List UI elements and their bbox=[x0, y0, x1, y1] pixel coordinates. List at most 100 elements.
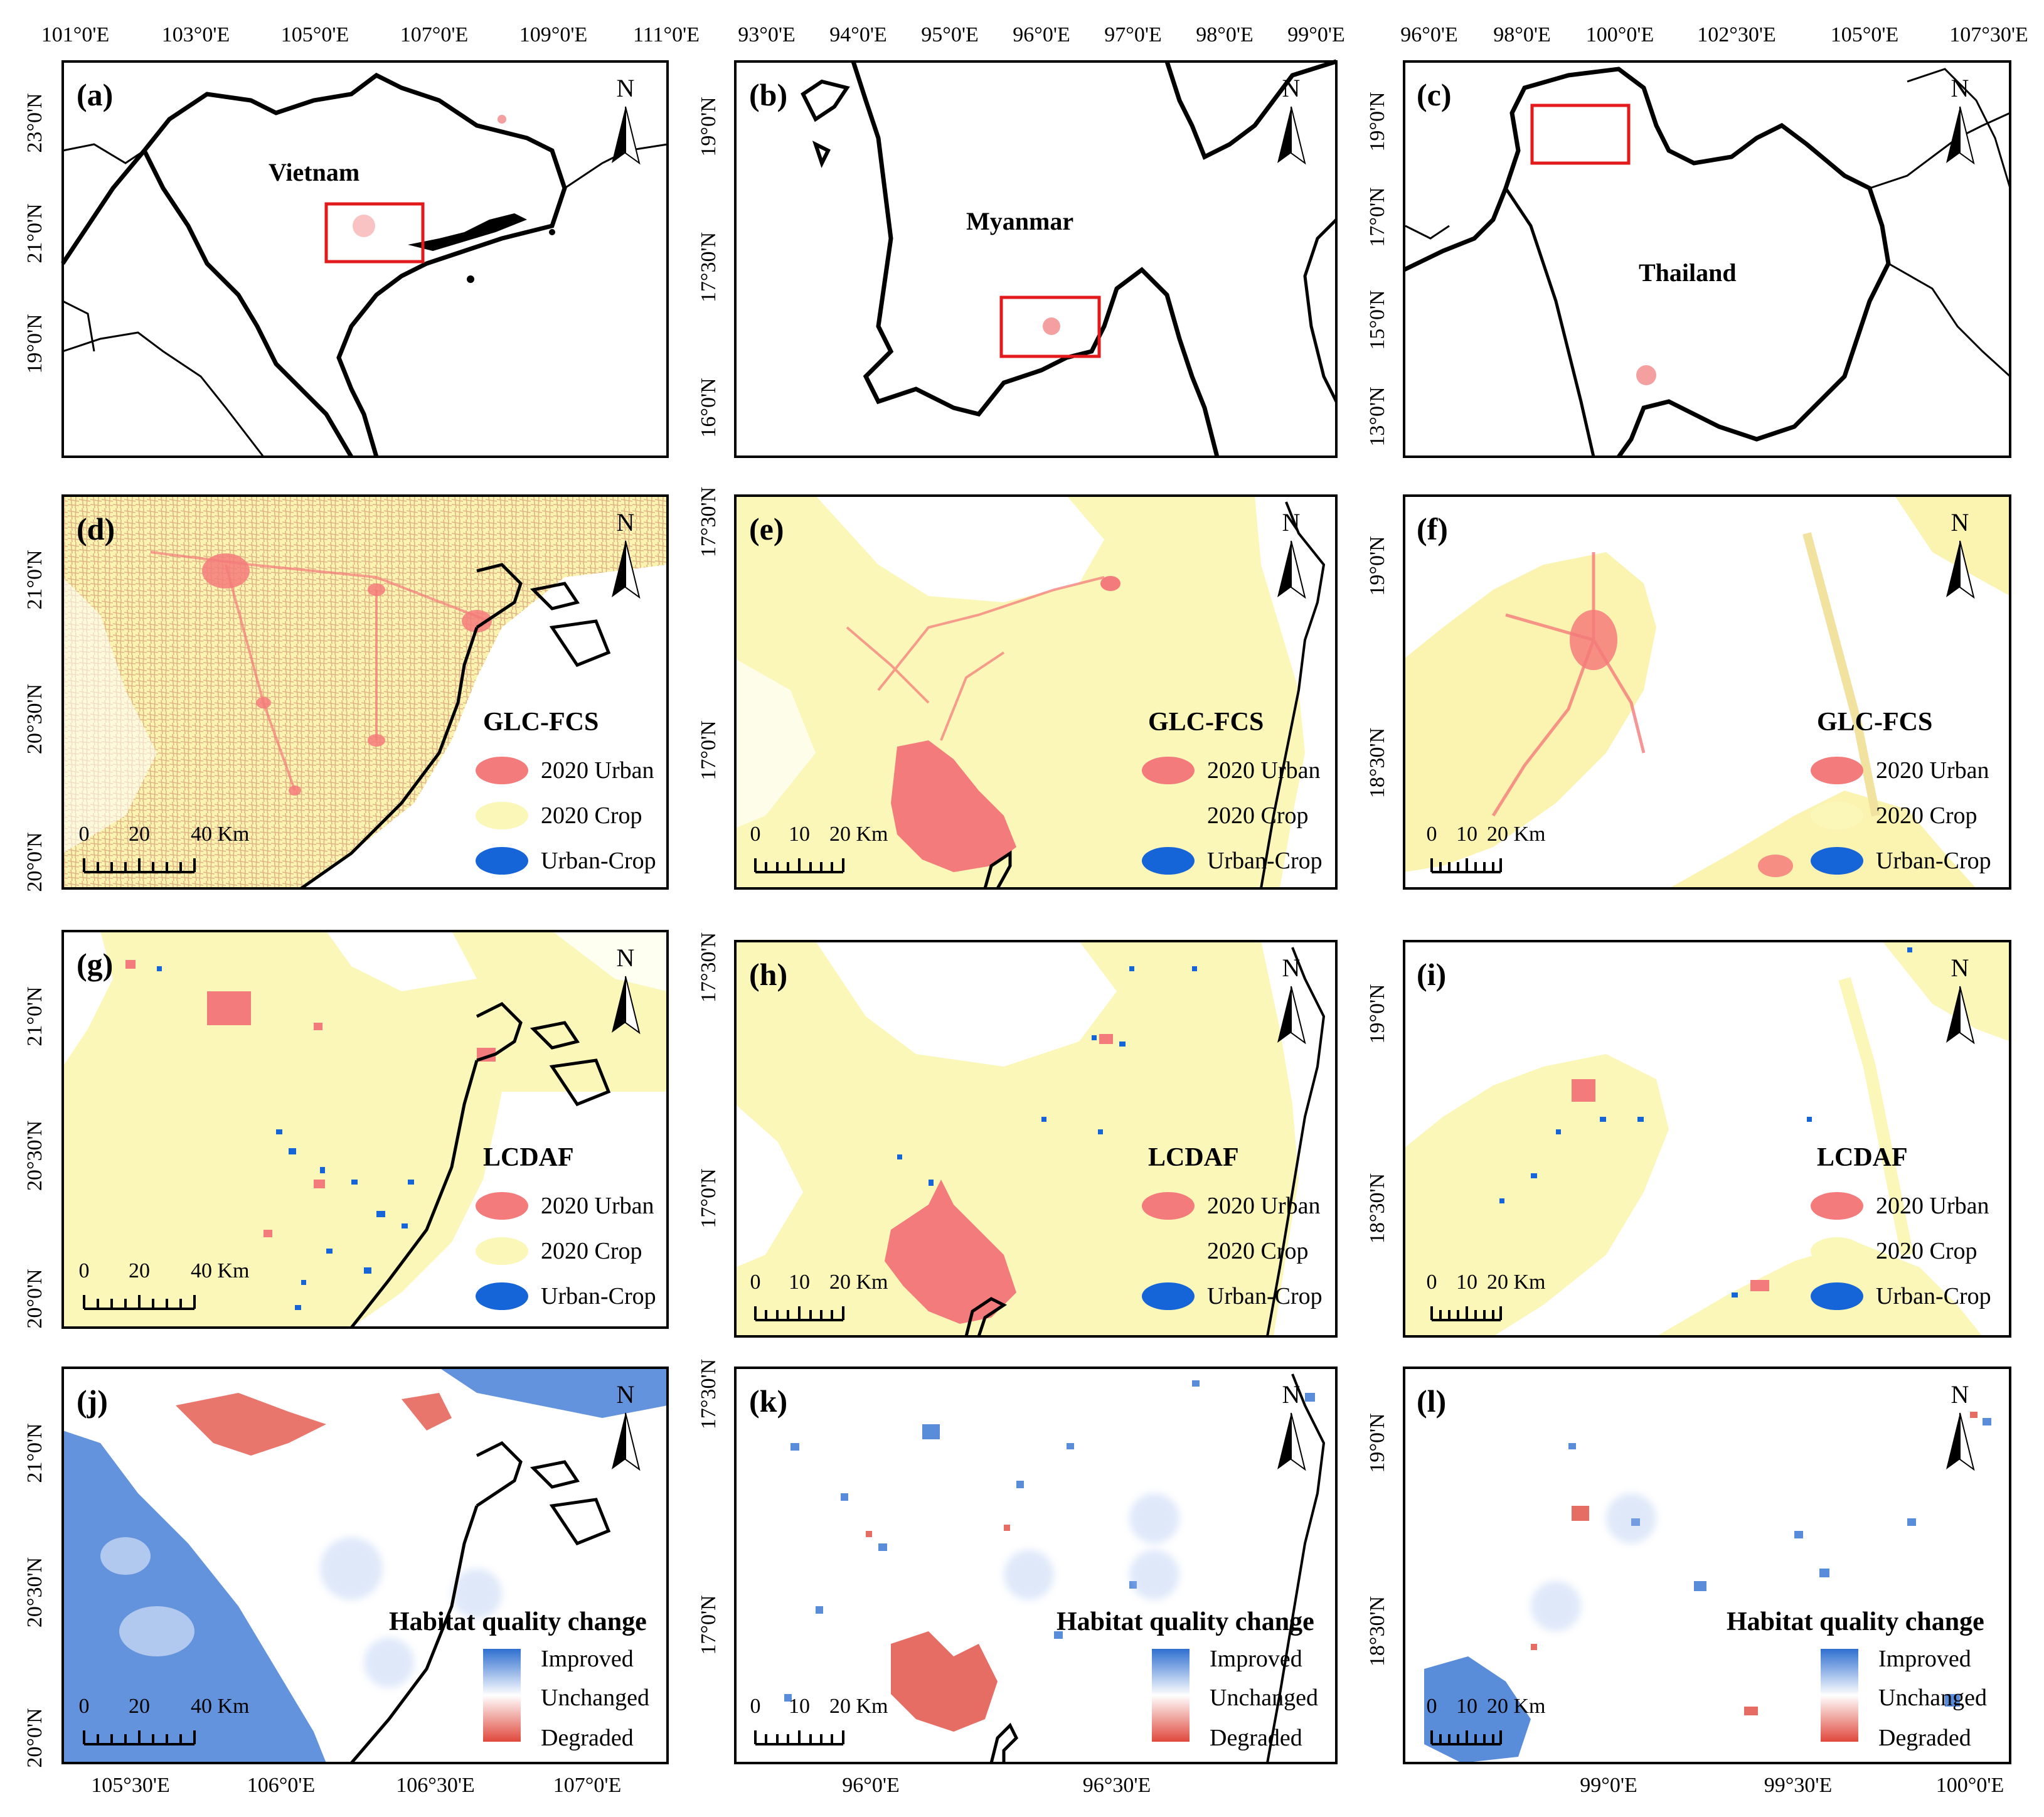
legend-item: Urban-Crop bbox=[1207, 1283, 1323, 1309]
legend-item: 2020 Crop bbox=[1207, 802, 1309, 829]
urban-area bbox=[885, 1180, 1016, 1324]
tick-label: 99°0'E bbox=[1580, 1774, 1637, 1797]
legend-item: Urban-Crop bbox=[1207, 848, 1323, 874]
tick-label: 19°0'N bbox=[1366, 984, 1389, 1043]
tick-label: 18°30'N bbox=[1366, 728, 1389, 798]
legend-item: 2020 Crop bbox=[541, 1238, 642, 1264]
svg-text:N: N bbox=[617, 1380, 635, 1409]
svg-text:N: N bbox=[617, 74, 635, 102]
left-axis-row4-col1: 21°0'N 20°30'N 20°0'N bbox=[23, 1423, 46, 1767]
left-axis-row3-col2: 17°30'N 17°0'N bbox=[697, 932, 720, 1228]
panel-id: (f) bbox=[1417, 511, 1448, 546]
urban-area bbox=[891, 740, 1016, 872]
coastline bbox=[408, 213, 527, 251]
north-arrow: N bbox=[1946, 74, 1975, 165]
tick-label: 107°30'E bbox=[1949, 23, 2028, 46]
panel-id: (g) bbox=[77, 947, 113, 982]
scale-bar: 0 10 20 Km bbox=[750, 1695, 888, 1745]
tick-label: 18°30'N bbox=[1366, 1173, 1389, 1244]
legend-swatch-crop bbox=[476, 802, 528, 829]
panel-id: (b) bbox=[749, 77, 787, 112]
tick-label: 19°0'N bbox=[697, 97, 720, 156]
north-arrow: N bbox=[612, 944, 641, 1035]
tick-label: 17°30'N bbox=[697, 232, 720, 302]
tick-label: 17°30'N bbox=[697, 932, 720, 1003]
left-axis-row2-col3: 19°0'N 18°30'N bbox=[1366, 536, 1389, 798]
svg-text:N: N bbox=[617, 508, 635, 536]
legend-title: LCDAF bbox=[483, 1143, 574, 1172]
improved-area bbox=[1424, 1418, 1991, 1763]
scale-bar: 0 10 20 Km bbox=[1427, 1271, 1546, 1321]
tick-label: 96°0'E bbox=[1013, 23, 1070, 46]
tick-label: 19°0'N bbox=[1366, 1413, 1389, 1473]
left-axis-row3-col1: 21°0'N 20°30'N 20°0'N bbox=[23, 986, 46, 1328]
legend-item: Degraded bbox=[1878, 1725, 1971, 1751]
tick-label: 109°0'E bbox=[519, 23, 588, 46]
svg-text:0: 0 bbox=[750, 1271, 761, 1294]
legend-item: 2020 Crop bbox=[1876, 802, 1977, 829]
urban-crop-change bbox=[157, 966, 414, 1310]
coastline bbox=[1260, 501, 1326, 889]
svg-text:20 Km: 20 Km bbox=[829, 1271, 888, 1294]
tick-label: 106°0'E bbox=[247, 1774, 316, 1797]
panel-id: (e) bbox=[749, 511, 784, 546]
tick-label: 105°0'E bbox=[1831, 23, 1899, 46]
legend-title: LCDAF bbox=[1817, 1143, 1908, 1172]
legend-swatch-urban bbox=[1142, 1192, 1195, 1220]
coastline bbox=[983, 850, 1012, 890]
panel-id: (j) bbox=[77, 1383, 108, 1419]
svg-text:20 Km: 20 Km bbox=[1487, 1271, 1546, 1294]
national-border bbox=[1403, 67, 1891, 459]
tick-label: 20°30'N bbox=[23, 1121, 46, 1191]
svg-text:10: 10 bbox=[1456, 1695, 1477, 1718]
legend-swatch-crop bbox=[1811, 802, 1863, 829]
north-arrow: N bbox=[1946, 508, 1975, 599]
degraded-area bbox=[866, 1525, 1010, 1732]
legend-swatch-urban-crop bbox=[476, 1282, 528, 1310]
panel-j: (j) bbox=[61, 1367, 669, 1764]
tick-label: 21°0'N bbox=[23, 986, 46, 1046]
tick-label: 17°0'N bbox=[697, 1595, 720, 1654]
improved-area bbox=[63, 1368, 668, 1763]
urban-crop-change bbox=[897, 966, 1197, 1186]
tick-label: 21°0'N bbox=[23, 1423, 46, 1483]
tick-label: 105°0'E bbox=[281, 23, 349, 46]
svg-text:20 Km: 20 Km bbox=[829, 1695, 888, 1718]
svg-text:N: N bbox=[1951, 74, 1969, 102]
legend-title: LCDAF bbox=[1148, 1143, 1239, 1172]
scale-bar: 0 20 40 Km bbox=[79, 1695, 250, 1745]
tick-label: 20°0'N bbox=[23, 832, 46, 892]
svg-text:10: 10 bbox=[1456, 1271, 1477, 1294]
national-border bbox=[1504, 187, 1595, 457]
legend-swatch-urban-crop bbox=[476, 847, 528, 875]
tick-label: 96°0'E bbox=[1400, 23, 1458, 46]
tick-label: 99°30'E bbox=[1764, 1774, 1833, 1797]
legend-j: Habitat quality change Improved Unchange… bbox=[389, 1607, 649, 1751]
north-arrow: N bbox=[612, 1380, 641, 1471]
national-border bbox=[142, 149, 354, 458]
tick-label: 23°0'N bbox=[23, 93, 46, 152]
legend-item: 2020 Urban bbox=[541, 1193, 654, 1219]
legend-item: Unchanged bbox=[1878, 1685, 1987, 1711]
svg-text:20: 20 bbox=[129, 823, 150, 846]
svg-text:0: 0 bbox=[1427, 1695, 1437, 1718]
panel-f: (f) bbox=[1403, 494, 2011, 890]
legend-item: Urban-Crop bbox=[1876, 1283, 1991, 1309]
left-axis-row1-col1: 23°0'N 21°0'N 19°0'N bbox=[23, 93, 46, 373]
tick-label: 19°0'N bbox=[1366, 536, 1389, 595]
legend-title: Habitat quality change bbox=[389, 1607, 647, 1636]
national-border bbox=[1303, 218, 1338, 403]
panel-id: (k) bbox=[749, 1383, 787, 1419]
legend-title: GLC-FCS bbox=[483, 708, 599, 737]
svg-text:0: 0 bbox=[1427, 823, 1437, 846]
urban-area bbox=[125, 960, 496, 1237]
legend-gradient bbox=[1821, 1649, 1858, 1742]
tick-label: 99°0'E bbox=[1287, 23, 1345, 46]
svg-text:20: 20 bbox=[129, 1259, 150, 1282]
svg-text:20 Km: 20 Km bbox=[1487, 823, 1546, 846]
legend-item: 2020 Urban bbox=[1876, 757, 1989, 784]
legend-title: GLC-FCS bbox=[1817, 708, 1932, 737]
legend-title: Habitat quality change bbox=[1057, 1607, 1314, 1636]
degraded-area bbox=[1531, 1412, 1977, 1715]
panel-id: (h) bbox=[749, 957, 787, 992]
